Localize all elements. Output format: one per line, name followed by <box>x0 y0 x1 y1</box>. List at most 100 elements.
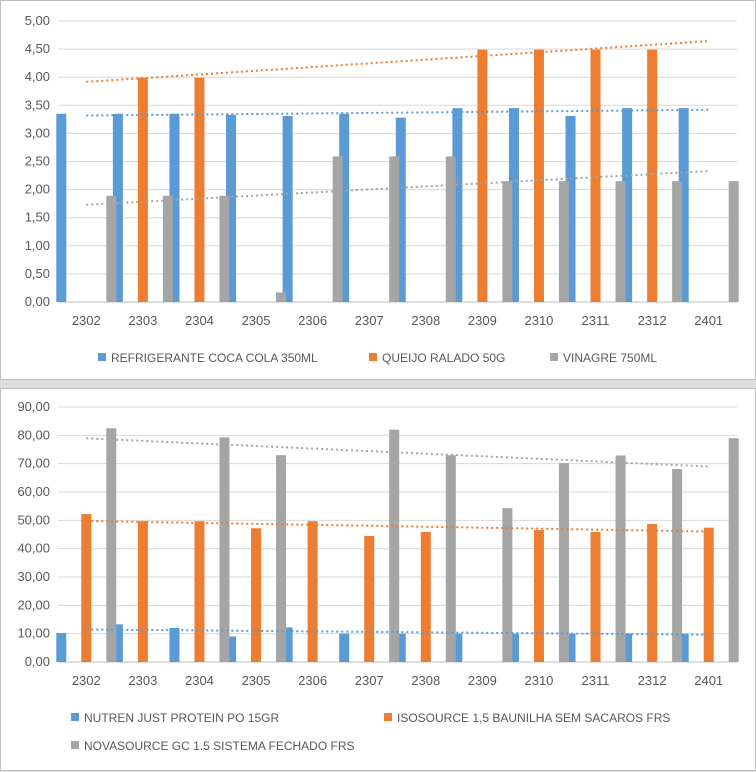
bar-1 <box>508 633 519 662</box>
bar-3 <box>389 156 400 302</box>
legend-swatch-3 <box>71 741 79 749</box>
y-tick-label: 60,00 <box>17 484 50 499</box>
bar-2 <box>307 521 318 662</box>
bar-1 <box>282 627 293 662</box>
bar-3 <box>219 195 230 302</box>
y-tick-label: 50,00 <box>17 512 50 527</box>
legend-label-1: REFRIGERANTE COCA COLA 350ML <box>111 351 318 365</box>
x-tick-label: 2304 <box>185 673 214 688</box>
x-tick-label: 2310 <box>524 313 553 328</box>
bar-3 <box>332 156 343 302</box>
bar-2 <box>703 527 714 662</box>
bar-3 <box>445 156 456 302</box>
legend-swatch-2 <box>369 353 377 361</box>
bar-1 <box>56 113 67 302</box>
bar-2 <box>420 531 431 662</box>
bar-3 <box>615 181 626 302</box>
bar-1 <box>169 113 180 302</box>
bar-1 <box>678 108 689 302</box>
trendline-3 <box>86 170 709 206</box>
bar-2 <box>81 514 92 662</box>
x-tick-label: 2312 <box>638 313 667 328</box>
x-tick-label: 2307 <box>355 673 384 688</box>
chart-top: 0,00 0,50 1,00 1,50 2,00 2,50 3,00 3,50 4,00 4,50… <box>25 13 739 365</box>
legend-label-3: VINAGRE 750ML <box>563 351 657 365</box>
bar-3 <box>502 181 513 302</box>
bar-1 <box>395 117 406 302</box>
bar-3 <box>219 437 230 662</box>
bar-3 <box>672 181 683 302</box>
x-tick-label: 2401 <box>694 313 723 328</box>
bar-2 <box>364 535 375 662</box>
y-tick-label: 1,50 <box>25 210 50 225</box>
bar-1 <box>452 633 463 662</box>
trendline-2 <box>86 40 709 83</box>
legend-label-1: NUTREN JUST PROTEIN PO 15GR <box>84 711 279 725</box>
x-tick-label: 2302 <box>72 313 101 328</box>
bar-2 <box>194 77 205 303</box>
bar-1 <box>112 624 123 662</box>
bar-3 <box>558 463 569 662</box>
trendline-2 <box>86 519 709 533</box>
bar-1 <box>282 115 293 302</box>
chart-panel-top: 0,00 0,50 1,00 1,50 2,00 2,50 3,00 3,50 4,00 4,50… <box>0 0 756 380</box>
legend-swatch-3 <box>550 353 558 361</box>
chart-panel-bottom: 0,00 10,00 20,00 30,00 40,00 50,00 60,00 70,00 8… <box>0 388 756 771</box>
bar-3 <box>106 195 117 302</box>
legend-label-2: QUEIJO RALADO 50G <box>382 351 505 365</box>
bar-3 <box>728 181 739 302</box>
bar-2 <box>590 49 601 302</box>
chart-bottom: 0,00 10,00 20,00 30,00 40,00 50,00 60,00 70,00 8… <box>17 399 739 753</box>
y-tick-label: 80,00 <box>17 427 50 442</box>
bar-1 <box>169 628 180 662</box>
y-tick-label: 0,00 <box>25 294 50 309</box>
x-tick-label: 2312 <box>638 673 667 688</box>
x-tick-label: 2303 <box>128 673 157 688</box>
y-tick-label: 0,50 <box>25 266 50 281</box>
bar-1 <box>395 633 406 662</box>
bar-3 <box>106 428 117 662</box>
y-tick-label: 3,50 <box>25 97 50 112</box>
trendline-3 <box>86 437 709 468</box>
y-tick-label: 40,00 <box>17 541 50 556</box>
bar-1 <box>226 114 237 302</box>
y-tick-label: 10,00 <box>17 626 50 641</box>
legend-swatch-1 <box>71 713 79 721</box>
bar-1 <box>622 633 633 662</box>
x-tick-label: 2304 <box>185 313 214 328</box>
y-tick-label: 2,00 <box>25 182 50 197</box>
bar-2 <box>533 529 544 662</box>
bar-3 <box>615 455 626 662</box>
x-tick-label: 2401 <box>694 673 723 688</box>
y-tick-label: 20,00 <box>17 597 50 612</box>
bar-1 <box>339 113 350 302</box>
y-tick-label: 30,00 <box>17 569 50 584</box>
bar-1 <box>112 113 123 302</box>
bar-3 <box>558 181 569 302</box>
y-tick-label: 0,00 <box>25 654 50 669</box>
bar-3 <box>162 195 173 302</box>
bar-3 <box>502 508 513 662</box>
bar-2 <box>477 49 488 302</box>
bar-1 <box>622 108 633 302</box>
trendline-1 <box>86 108 709 117</box>
bar-3 <box>276 455 287 662</box>
x-tick-label: 2305 <box>242 313 271 328</box>
bar-1 <box>339 633 350 662</box>
bar-2 <box>590 531 601 662</box>
y-tick-label: 70,00 <box>17 456 50 471</box>
x-tick-label: 2310 <box>524 673 553 688</box>
x-tick-label: 2307 <box>355 313 384 328</box>
legend-swatch-2 <box>384 713 392 721</box>
bar-2 <box>251 528 262 662</box>
bar-2 <box>137 77 148 303</box>
bar-3 <box>389 429 400 662</box>
bar-3 <box>728 438 739 662</box>
x-tick-label: 2308 <box>411 313 440 328</box>
y-tick-label: 4,00 <box>25 69 50 84</box>
bar-1 <box>226 636 237 662</box>
legend-swatch-1 <box>98 353 106 361</box>
bar-2 <box>533 49 544 302</box>
x-tick-label: 2305 <box>242 673 271 688</box>
bar-1 <box>508 108 519 302</box>
